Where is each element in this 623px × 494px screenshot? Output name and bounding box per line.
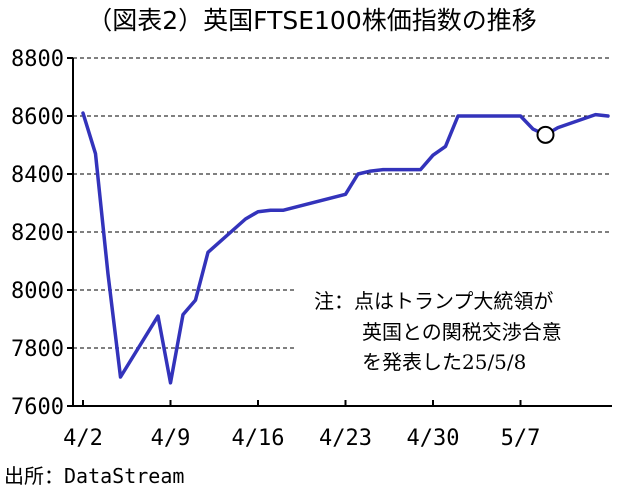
y-tick-label-8000: 8000 bbox=[11, 279, 64, 304]
x-tick-label-3: 4/16 bbox=[232, 426, 285, 451]
y-tick-label-8800: 8800 bbox=[11, 47, 64, 72]
y-tick-label-7800: 7800 bbox=[11, 337, 64, 362]
x-tick-label-2: 4/9 bbox=[151, 426, 191, 451]
annotation-line-2: 英国との関税交渉合意 bbox=[362, 320, 562, 344]
annotation: 注：点はトランプ大統領が 英国との関税交渉合意 を発表した25/5/8 bbox=[314, 289, 562, 374]
y-axis-ticks: 8800 8600 8400 8200 8000 7800 7600 bbox=[11, 47, 73, 420]
annotation-line-3: を発表した25/5/8 bbox=[362, 350, 526, 374]
chart-title: （図表2）英国FTSE100株価指数の推移 bbox=[87, 6, 537, 35]
x-tick-label-6: 5/7 bbox=[501, 426, 541, 451]
x-tick-label-4: 4/23 bbox=[319, 426, 372, 451]
annotation-background bbox=[305, 282, 610, 382]
series-line-ftse100 bbox=[81, 111, 610, 385]
y-tick-label-7600: 7600 bbox=[11, 395, 64, 420]
x-tick-label-1: 4/2 bbox=[63, 426, 103, 451]
source-note: 出所：DataStream bbox=[4, 464, 184, 488]
annotation-line-1: 注：点はトランプ大統領が bbox=[314, 289, 553, 313]
highlight-point-2025-05-08 bbox=[536, 125, 555, 144]
y-tick-label-8400: 8400 bbox=[11, 163, 64, 188]
x-axis-ticks: 4/2 4/9 4/16 4/23 4/30 5/7 bbox=[63, 400, 540, 451]
y-tick-label-8600: 8600 bbox=[11, 105, 64, 130]
y-tick-label-8200: 8200 bbox=[11, 221, 64, 246]
x-tick-label-5: 4/30 bbox=[407, 426, 460, 451]
